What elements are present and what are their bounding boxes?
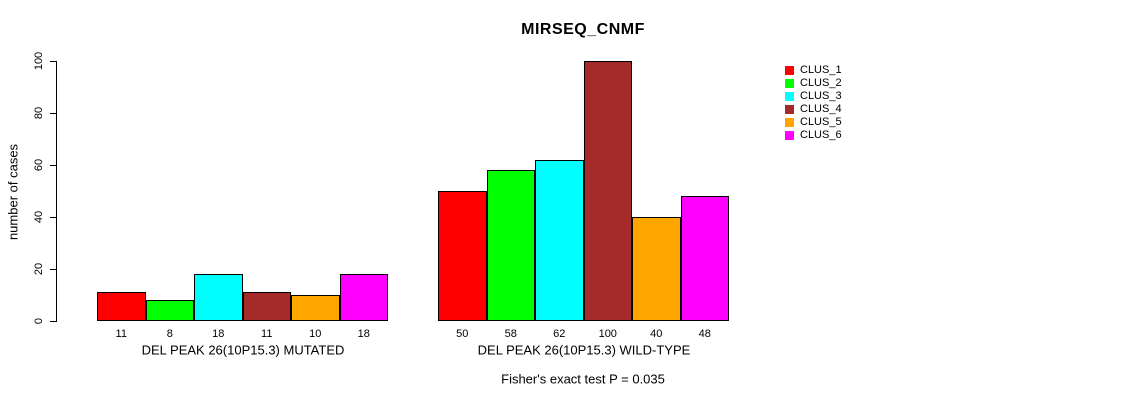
legend-swatch: [785, 105, 794, 114]
legend-label: CLUS_4: [800, 103, 842, 115]
legend-swatch: [785, 66, 794, 75]
group-label-mutated: DEL PEAK 26(10P15.3) MUTATED: [141, 342, 345, 358]
fisher-test-annotation: Fisher's exact test P = 0.035: [501, 371, 665, 387]
group-label-wildtype: DEL PEAK 26(10P15.3) WILD-TYPE: [477, 342, 691, 358]
chart-title: MIRSEQ_CNMF: [521, 21, 645, 38]
y-tick-mark: [50, 216, 57, 218]
y-axis-label: number of cases: [5, 143, 21, 241]
bar-value-label: 11: [261, 328, 273, 340]
legend-label: CLUS_5: [800, 116, 842, 128]
bar-clus_6: [339, 274, 388, 321]
bar-clus_5: [291, 295, 340, 321]
bar-value-label: 8: [166, 328, 173, 340]
bar-value-label: 11: [115, 328, 127, 340]
y-tick-mark: [50, 320, 57, 322]
bar-value-label: 48: [698, 328, 711, 340]
legend-swatch: [785, 92, 794, 101]
bar-clus_3: [194, 274, 243, 321]
bar-clus_2: [145, 300, 194, 321]
y-tick-label: 40: [33, 210, 45, 224]
legend-swatch: [785, 131, 794, 140]
legend-item-clus_4: CLUS_4: [785, 103, 842, 116]
legend-label: CLUS_2: [800, 77, 842, 89]
legend-item-clus_2: CLUS_2: [785, 77, 842, 90]
legend-label: CLUS_3: [800, 90, 842, 102]
y-tick-mark: [50, 164, 57, 166]
bar-value-label: 100: [598, 328, 617, 340]
bar-clus_3: [535, 159, 584, 321]
legend-label: CLUS_1: [800, 64, 842, 76]
bar-clus_1: [97, 292, 146, 321]
y-tick-label: 20: [33, 262, 45, 276]
bar-clus_1: [438, 191, 487, 321]
y-tick-label: 80: [33, 106, 45, 120]
bar-clus_4: [583, 61, 632, 321]
y-tick-label: 100: [33, 51, 45, 71]
bar-clus_2: [486, 170, 535, 321]
bar-value-label: 18: [212, 328, 225, 340]
bar-value-label: 40: [650, 328, 663, 340]
bar-clus_4: [242, 292, 291, 321]
legend-swatch: [785, 79, 794, 88]
legend-label: CLUS_6: [800, 129, 842, 141]
bar-value-label: 10: [309, 328, 322, 340]
bar-clus_5: [632, 217, 681, 321]
legend-item-clus_6: CLUS_6: [785, 129, 842, 142]
legend-swatch: [785, 118, 794, 127]
legend-item-clus_3: CLUS_3: [785, 90, 842, 103]
y-tick-label: 0: [33, 317, 45, 325]
y-tick-label: 60: [33, 158, 45, 172]
legend: CLUS_1 CLUS_2 CLUS_3 CLUS_4 CLUS_5 CLUS_6: [785, 64, 842, 142]
legend-item-clus_5: CLUS_5: [785, 116, 842, 129]
bar-value-label: 58: [504, 328, 517, 340]
y-tick-mark: [50, 60, 57, 62]
bar-clus_6: [680, 196, 729, 321]
legend-item-clus_1: CLUS_1: [785, 64, 842, 77]
y-axis-line: [56, 61, 57, 321]
bar-value-label: 50: [456, 328, 469, 340]
bar-value-label: 62: [553, 328, 566, 340]
y-tick-mark: [50, 268, 57, 270]
bar-value-label: 18: [357, 328, 370, 340]
y-tick-mark: [50, 112, 57, 114]
